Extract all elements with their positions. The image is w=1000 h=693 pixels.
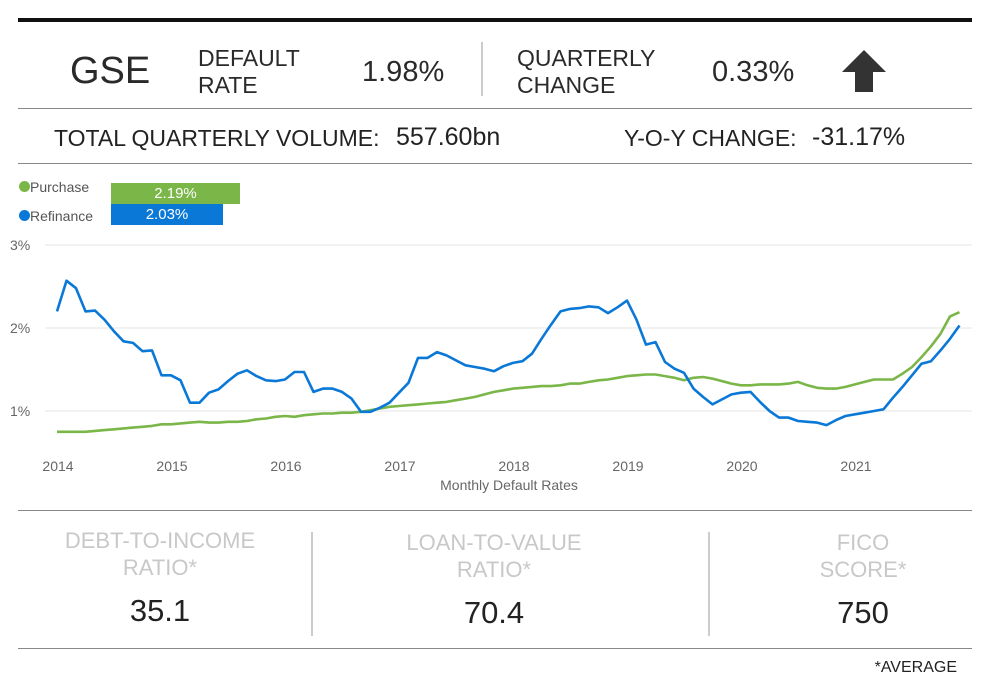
refinance-dot-icon [19,210,30,221]
stat-label: RATIO* [456,557,532,582]
x-tick-label: 2021 [840,458,871,474]
x-tick-label: 2020 [726,458,757,474]
legend-label: Purchase [30,179,90,195]
top-rule [18,18,972,22]
volume-value: 557.60bn [396,123,501,151]
x-tick-label: 2015 [156,458,187,474]
stat-label: LOAN-TO-VALUE [406,530,582,555]
legend-item-purchase: Purchase [19,179,89,195]
x-axis-label: Monthly Default Rates [440,477,578,493]
stat-value: 750 [837,595,889,630]
stat-label: FICO [836,530,890,555]
divider [18,108,972,109]
quarterly-change-label-line2: CHANGE [517,72,616,98]
divider [18,163,972,164]
x-tick-label: 2017 [384,458,415,474]
arrow-up-icon [842,50,886,92]
stat-divider [311,532,313,636]
x-tick-label: 2018 [498,458,529,474]
series-line-refinance [55,279,961,427]
divider [18,510,972,511]
default-rate-value: 1.98% [362,56,445,88]
yoy-value: -31.17% [812,123,906,151]
y-tick-label: 1% [10,403,30,419]
default-rate-label-line1: DEFAULT [198,45,300,71]
quarterly-change-value: 0.33% [712,56,795,88]
yoy-label: Y-O-Y CHANGE: [624,125,797,151]
header-divider [481,42,483,96]
series-line-purchase [57,311,961,434]
stat-value: 70.4 [463,595,525,630]
segment-label: GSE [70,50,151,92]
stat-value: 35.1 [129,593,191,628]
legend-label: Refinance [30,208,94,224]
stat-divider [708,532,710,636]
stat-loan-to-value: LOAN-TO-VALUE RATIO* 70.4 [344,529,644,631]
default-rate-label: DEFAULT RATE [198,45,300,99]
stat-fico-score: FICO SCORE* 750 [713,529,1000,631]
stat-debt-to-income: DEBT-TO-INCOME RATIO* 35.1 [10,527,310,629]
x-tick-label: 2014 [42,458,73,474]
legend-item-refinance: Refinance [19,208,93,224]
quarterly-change-label: QUARTERLY CHANGE [517,45,655,99]
default-rate-label-line2: RATE [198,72,258,98]
y-tick-label: 2% [10,320,30,336]
default-rate-chart: 3%2%1% 2014 2015 2016 2017 2018 2019 2020 2021 … [10,237,972,493]
footnote: *AVERAGE [874,659,957,676]
purchase-value-bar: 2.19% [111,183,240,204]
quarterly-change-label-line1: QUARTERLY [517,45,656,71]
refinance-value-bar: 2.03% [111,204,223,225]
divider [18,648,972,649]
stat-label: DEBT-TO-INCOME [64,528,256,553]
y-tick-label: 3% [10,237,30,253]
stat-label: SCORE* [819,557,907,582]
x-tick-label: 2019 [612,458,643,474]
stat-label: RATIO* [122,555,198,580]
volume-label: TOTAL QUARTERLY VOLUME: [54,125,380,151]
x-tick-label: 2016 [270,458,301,474]
purchase-dot-icon [19,181,30,192]
